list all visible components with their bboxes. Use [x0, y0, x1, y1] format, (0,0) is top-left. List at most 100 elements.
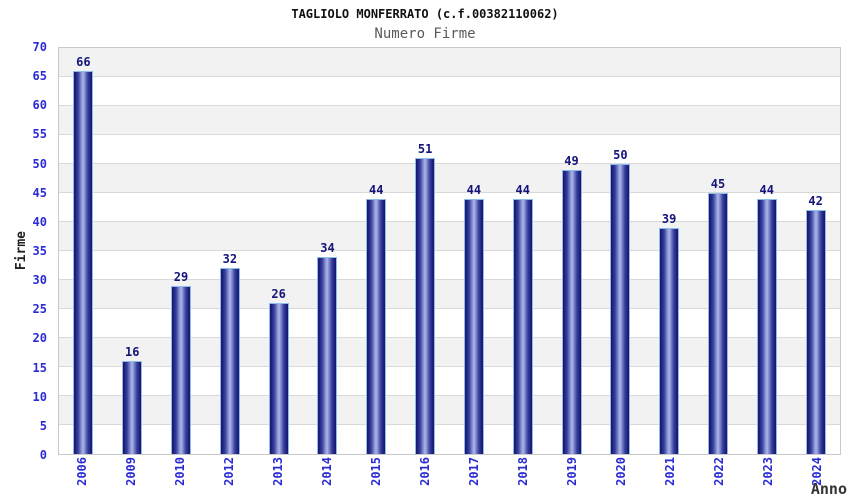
bar-2019	[561, 169, 582, 454]
y-tick-label: 5	[39, 418, 47, 433]
bar-value-label: 26	[271, 287, 286, 302]
y-tick-label: 35	[32, 244, 47, 258]
x-tick-label: 2016	[418, 457, 433, 486]
x-tick-label: 2021	[662, 457, 677, 486]
y-tick-label: 30	[32, 273, 47, 288]
plot-band-gray	[59, 48, 840, 77]
bar-2023	[756, 198, 777, 454]
x-tick-2015: 2015	[352, 457, 401, 499]
bar-value-label: 44	[369, 182, 384, 197]
bar-2006	[73, 71, 94, 454]
bar-slot-2014: 34	[303, 48, 352, 454]
y-tick-label: 65	[32, 69, 47, 84]
bar-2017	[463, 198, 484, 454]
x-tick-label: 2006	[75, 457, 90, 486]
bar-2015	[366, 198, 387, 454]
y-tick-label: 45	[32, 185, 47, 200]
x-tick-2009: 2009	[107, 457, 156, 499]
bar-2022	[707, 193, 728, 454]
bar-slot-2013: 26	[254, 48, 303, 454]
bar-value-label: 34	[320, 240, 335, 255]
x-tick-label: 2018	[515, 457, 530, 486]
plot-band-gray	[59, 106, 840, 135]
x-tick-2016: 2016	[401, 457, 450, 499]
bar-2024	[805, 210, 826, 454]
y-axis-tick-labels: 0 5 10 15 20 25 30 35 40 45 50 55 60 65 70	[0, 40, 53, 462]
plot-band-gray	[59, 164, 840, 193]
plot-area: 66 16 29 32 26 34 44 51 44 44 49 50 39 45 44 42	[58, 47, 841, 455]
bar-slot-2020: 50	[596, 48, 645, 454]
x-tick-2017: 2017	[450, 457, 499, 499]
plot-band-white	[59, 367, 840, 396]
bar-value-label: 16	[124, 345, 140, 360]
x-tick-label: 2014	[320, 457, 335, 486]
bar-series: 66 16 29 32 26 34 44 51 44 44 49 50 39 45 44 42	[59, 48, 840, 454]
x-axis-tick-labels: 2006 2009 2010 2012 2013 2014 2015 2016 2017 2018…	[58, 457, 841, 499]
x-tick-label: 2017	[466, 457, 481, 486]
bar-2009	[122, 361, 143, 454]
bar-2016	[415, 158, 436, 454]
bar-slot-2016: 51	[401, 48, 450, 454]
plot-band-white	[59, 309, 840, 338]
bar-slot-2018: 44	[498, 48, 547, 454]
x-tick-label: 2012	[222, 457, 237, 486]
bar-slot-2023: 44	[742, 48, 791, 454]
bar-value-label: 44	[515, 182, 530, 197]
bar-slot-2021: 39	[645, 48, 694, 454]
y-tick-label: 55	[32, 127, 47, 142]
bar-2012	[219, 268, 240, 454]
bar-value-label: 32	[222, 252, 238, 267]
bar-value-label: 50	[613, 148, 628, 162]
bar-value-label: 44	[466, 182, 482, 197]
bar-2020	[610, 164, 631, 454]
bar-slot-2010: 29	[157, 48, 206, 454]
x-tick-label: 2020	[613, 457, 628, 486]
bar-2018	[512, 198, 533, 454]
y-tick-label: 60	[32, 98, 47, 113]
bar-value-label: 42	[808, 194, 823, 209]
bar-2013	[268, 303, 289, 454]
x-tick-2022: 2022	[694, 457, 743, 499]
y-tick-label: 40	[32, 214, 47, 229]
y-tick-label: 50	[32, 156, 47, 171]
bar-value-label: 51	[417, 142, 433, 157]
plot-band-white	[59, 251, 840, 280]
plot-band-white	[59, 77, 840, 106]
bar-2010	[171, 285, 192, 454]
x-tick-label: 2009	[124, 457, 139, 486]
bar-slot-2012: 32	[205, 48, 254, 454]
bar-value-label: 39	[661, 211, 677, 226]
bar-2021	[659, 227, 680, 454]
y-tick-label: 15	[32, 360, 47, 375]
plot-band-white	[59, 135, 840, 164]
x-tick-2013: 2013	[254, 457, 303, 499]
bar-value-label: 66	[76, 55, 91, 70]
x-tick-label: 2015	[369, 457, 384, 486]
y-tick-label: 20	[32, 331, 47, 346]
x-tick-label: 2022	[711, 457, 726, 486]
x-tick-2012: 2012	[205, 457, 254, 499]
bar-slot-2009: 16	[108, 48, 157, 454]
x-tick-2014: 2014	[303, 457, 352, 499]
bar-2014	[317, 256, 338, 454]
bar-value-label: 45	[710, 177, 726, 191]
bar-value-label: 44	[759, 182, 774, 197]
x-tick-2018: 2018	[498, 457, 547, 499]
bar-value-label: 29	[173, 269, 189, 284]
bar-slot-2024: 42	[791, 48, 840, 454]
x-axis-title: Anno	[810, 480, 847, 498]
x-tick-2019: 2019	[547, 457, 596, 499]
x-tick-2006: 2006	[58, 457, 107, 499]
x-tick-2023: 2023	[743, 457, 792, 499]
bar-slot-2022: 45	[694, 48, 743, 454]
bar-slot-2006: 66	[59, 48, 108, 454]
chart-subtitle: Numero Firme	[374, 26, 476, 42]
y-tick-label: 10	[32, 389, 47, 404]
x-tick-label: 2019	[564, 457, 579, 486]
x-tick-label: 2010	[173, 457, 188, 486]
x-tick-2021: 2021	[645, 457, 694, 499]
bar-slot-2019: 49	[547, 48, 596, 454]
x-tick-label: 2013	[271, 457, 286, 486]
y-tick-label: 70	[32, 40, 47, 54]
